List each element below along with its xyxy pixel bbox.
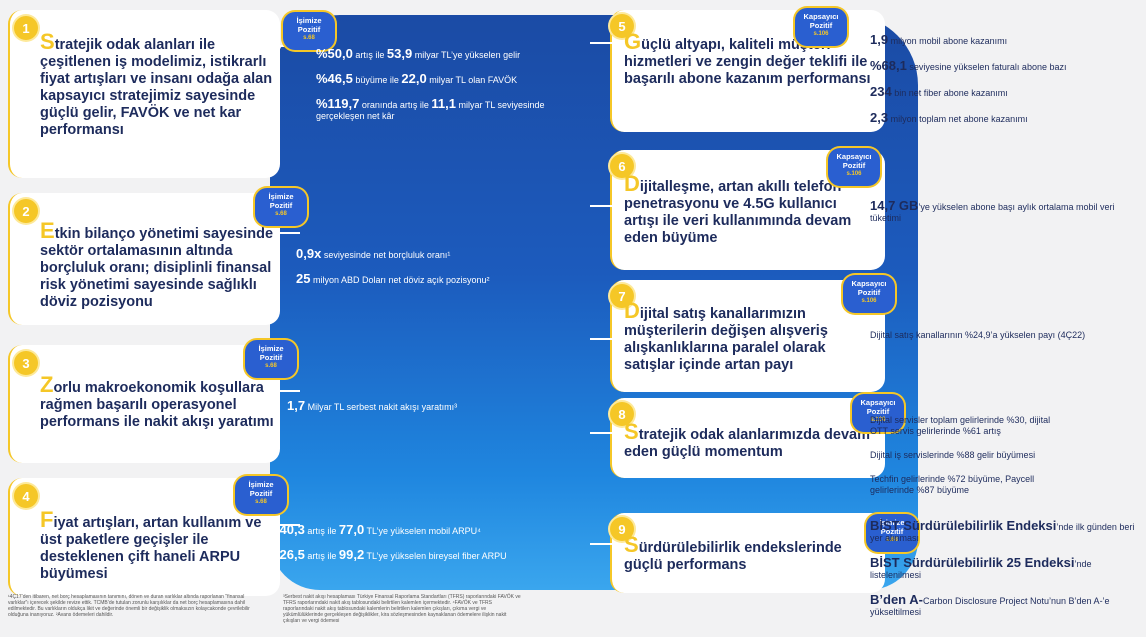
pozitif-tag[interactable]: İşimize Pozitif s.68 (283, 12, 335, 50)
connector-line (270, 232, 300, 234)
metric-group: %50,0 artış ile 53,9 milyar TL’ye yüksel… (316, 46, 566, 134)
initial-letter: D (624, 298, 640, 323)
number-badge: 3 (14, 351, 38, 375)
left-card-1 (8, 10, 280, 178)
number-badge: 7 (610, 284, 634, 308)
number-badge: 4 (14, 484, 38, 508)
connector-line (590, 205, 612, 207)
metric-item: 0,9x seviyesinde net borçluluk oranı¹ (296, 246, 451, 261)
metric-item: 2,3 milyon toplam net abone kazanımı (870, 110, 1028, 125)
pozitif-tag[interactable]: İşimize Pozitif s.68 (255, 188, 307, 226)
left-card-heading: Fiyat artışları, artan kullanım ve üst p… (40, 509, 278, 583)
left-card-heading: Zorlu makroekonomik koşullara rağmen baş… (40, 374, 278, 431)
metric-group: 1,7 Milyar TL serbest nakit akışı yaratı… (287, 398, 537, 425)
heading-text: ijitalleşme, artan akıllı telefon penetr… (624, 179, 852, 246)
metric-item: Dijital servisler toplam gelirlerinde %3… (870, 415, 1051, 436)
metric-item: %68,1 seviyesine yükselen faturalı abone… (870, 58, 1067, 73)
number-badge: 2 (14, 199, 38, 223)
metric-item: 14,7 GB’ye yükselen abone başı aylık ort… (870, 198, 1115, 223)
left-card-3 (8, 345, 280, 463)
initial-letter: D (624, 171, 640, 196)
metric-group: Dijital satış kanallarının %24,9’a yükse… (870, 330, 1140, 354)
metric-group: 0,9x seviyesinde net borçluluk oranı¹ 25 … (296, 246, 546, 298)
initial-letter: S (624, 532, 639, 557)
initial-letter: F (40, 507, 54, 532)
pozitif-tag[interactable]: İşimize Pozitif s.68 (866, 514, 918, 552)
metric-item: B’den A-Carbon Disclosure Project Notu’n… (870, 592, 1110, 617)
footnote-center: ³Serbest nakit akışı hesaplaması Türkiye… (283, 594, 521, 624)
connector-line (270, 524, 300, 526)
left-card-heading: Etkin bilanço yönetimi sayesinde sektör … (40, 220, 278, 311)
pozitif-tag[interactable]: Kapsayıcı Pozitif s.106 (852, 394, 904, 432)
connector-line (590, 543, 612, 545)
pozitif-tag[interactable]: İşimize Pozitif s.68 (235, 476, 287, 514)
initial-letter: E (40, 218, 55, 243)
left-card-heading: Stratejik odak alanları ile çeşitlenen i… (40, 31, 278, 139)
heading-text: tratejik odak alanlarımızda devam eden g… (624, 427, 870, 460)
metric-item: %50,0 artış ile 53,9 milyar TL’ye yüksel… (316, 46, 521, 61)
right-card-7 (610, 280, 885, 392)
pozitif-tag[interactable]: Kapsayıcı Pozitif s.106 (828, 148, 880, 186)
heading-text: iyat artışları, artan kullanım ve üst pa… (40, 515, 262, 582)
metric-item: Techfin gelirlerinde %72 büyüme, Paycell… (870, 474, 1035, 495)
heading-text: orlu makroekonomik koşullara rağmen başa… (40, 380, 274, 430)
metric-group: BİST Sürdürülebilirlik Endeksi’nde ilk g… (870, 518, 1142, 631)
connector-line (590, 42, 612, 44)
number-badge: 6 (610, 154, 634, 178)
heading-text: üçlü altyapı, kaliteli müşteri hizmetler… (624, 37, 871, 87)
heading-text: tratejik odak alanları ile çeşitlenen iş… (40, 37, 273, 138)
right-card-heading: Güçlü altyapı, kaliteli müşteri hizmetle… (624, 31, 874, 88)
initial-letter: G (624, 29, 642, 54)
metric-group: 14,7 GB’ye yükselen abone başı aylık ort… (870, 198, 1120, 237)
left-card-4 (8, 478, 280, 596)
metric-group: Dijital servisler toplam gelirlerinde %3… (870, 415, 1070, 509)
metric-item: %46,5 büyüme ile 22,0 milyar TL olan FAV… (316, 71, 518, 86)
metric-item: %26,5 artış ile 99,2 TL’ye yükselen bire… (268, 547, 507, 562)
pozitif-tag[interactable]: Kapsayıcı Pozitif s.106 (795, 8, 847, 46)
initial-letter: S (624, 419, 639, 444)
connector-line (590, 338, 612, 340)
metric-item: BİST Sürdürülebilirlik 25 Endeksi’nde li… (870, 555, 1092, 580)
heading-text: ijital satış kanallarımızın müşterilerin… (624, 306, 828, 373)
right-card-8 (610, 398, 885, 478)
initial-letter: Z (40, 372, 54, 397)
connector-line (270, 45, 300, 47)
number-badge: 8 (610, 402, 634, 426)
heading-text: tkin bilanço yönetimi sayesinde sektör o… (40, 226, 274, 310)
metric-group: %40,3 artış ile 77,0 TL’ye yükselen mobi… (268, 522, 528, 574)
right-card-heading: Dijital satış kanallarımızın müşterileri… (624, 300, 874, 374)
metric-item: Dijital satış kanallarının %24,9’a yükse… (870, 330, 1086, 340)
right-card-9 (610, 513, 885, 593)
pozitif-tag[interactable]: İşimize Pozitif s.68 (245, 340, 297, 378)
metric-item: Dijital iş servislerinde %88 gelir büyüm… (870, 450, 1036, 460)
metric-item: %119,7 oranında artış ile 11,1 milyar TL… (316, 96, 545, 121)
left-card-2 (8, 193, 280, 325)
metric-item: 25 milyon ABD Doları net döviz açık pozi… (296, 271, 490, 286)
right-card-heading: Dijitalleşme, artan akıllı telefon penet… (624, 173, 874, 247)
footnote-left: ¹4Ç17’den itibaren, net borç hesaplaması… (8, 594, 250, 618)
metric-item: 1,7 Milyar TL serbest nakit akışı yaratı… (287, 398, 458, 413)
number-badge: 5 (610, 14, 634, 38)
heading-text: ürdürülebilirlik endekslerinde güçlü per… (624, 540, 842, 573)
initial-letter: S (40, 29, 55, 54)
metric-item: 1,9 milyon mobil abone kazanımı (870, 32, 1008, 47)
right-card-heading: Sürdürülebilirlik endekslerinde güçlü pe… (624, 534, 874, 574)
metric-item: BİST Sürdürülebilirlik Endeksi’nde ilk g… (870, 518, 1135, 543)
number-badge: 1 (14, 16, 38, 40)
connector-line (590, 432, 612, 434)
pozitif-tag[interactable]: Kapsayıcı Pozitif s.106 (843, 275, 895, 313)
metric-group: 1,9 milyon mobil abone kazanımı %68,1 sev… (870, 32, 1120, 138)
metric-item: 234 bin net fiber abone kazanımı (870, 84, 1008, 99)
metric-item: %40,3 artış ile 77,0 TL’ye yükselen mobi… (268, 522, 481, 537)
number-badge: 9 (610, 517, 634, 541)
right-card-heading: Stratejik odak alanlarımızda devam eden … (624, 421, 874, 461)
connector-line (270, 390, 300, 392)
